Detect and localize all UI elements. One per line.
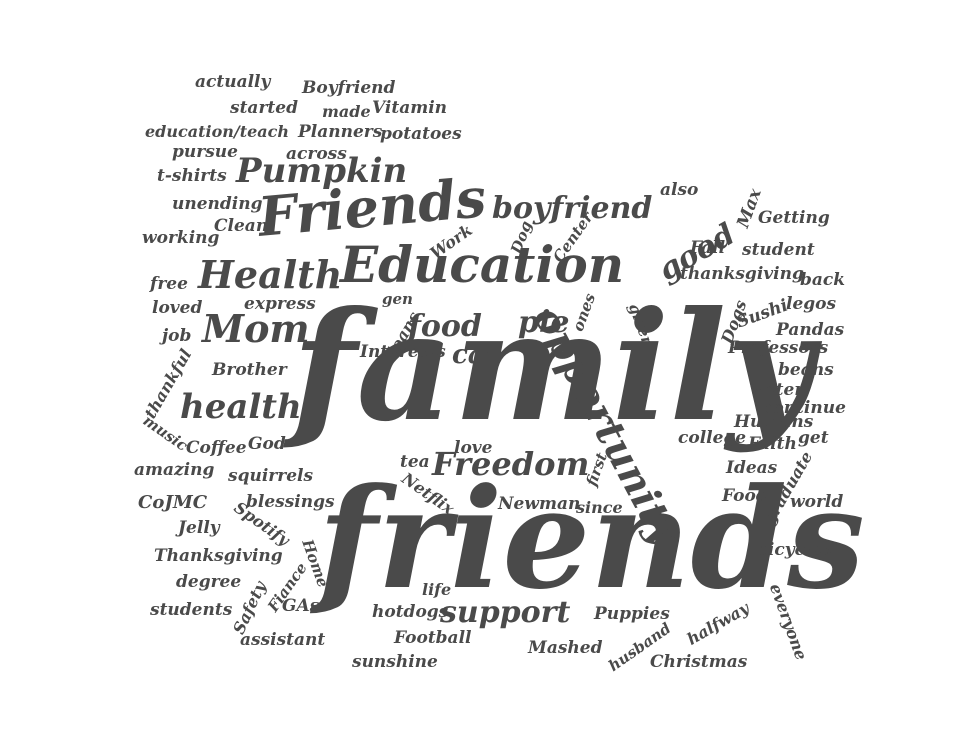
word-student: student (742, 240, 815, 260)
word-faith: Faith (748, 434, 797, 454)
word-mom: Mom (202, 306, 310, 351)
word-working: working (142, 228, 220, 248)
word-newman: Newman (498, 494, 581, 514)
word-thanksgiving-cap: Thanksgiving (154, 546, 283, 566)
word-blessings: blessings (246, 492, 335, 512)
word-assistant: assistant (240, 630, 326, 650)
word-education-teach: education/teach (145, 122, 290, 141)
word-brother: Brother (212, 360, 287, 380)
word-since: since (576, 498, 623, 517)
word-t-shirts: t-shirts (157, 166, 227, 186)
word-boyfriend: boyfriend (492, 191, 653, 226)
word-humans: Humans (734, 412, 814, 432)
word-water: water (750, 380, 804, 400)
word-across: across (286, 144, 347, 164)
word-back: back (800, 270, 846, 290)
word-amazing: amazing (134, 460, 215, 480)
word-coffee: Coffee (186, 438, 247, 458)
word-interests: Interests (360, 342, 446, 362)
word-made: made (322, 102, 371, 121)
word-mashed: Mashed (528, 638, 603, 658)
word-life: life (422, 580, 452, 599)
word-pandas: Pandas (776, 320, 845, 340)
word-get: get (798, 428, 829, 448)
word-express: express (244, 294, 316, 314)
word-gen: gen (382, 290, 413, 308)
word-pie: pie (518, 305, 570, 340)
word-sunshine: sunshine (352, 652, 438, 672)
word-potatoes: potatoes (380, 124, 462, 144)
word-christmas: Christmas (650, 652, 748, 672)
word-getting: Getting (758, 208, 830, 228)
word-football: Football (394, 628, 472, 648)
word-free: free (150, 274, 188, 294)
word-actually: actually (195, 72, 271, 92)
word-cojmc: CoJMC (138, 492, 208, 513)
word-hotdogs: hotdogs (372, 602, 449, 622)
word-food-cap: Food (722, 486, 768, 506)
word-gas: GAs (282, 596, 320, 616)
word-tea: tea (400, 452, 430, 472)
word-fall: Fall (690, 238, 726, 258)
word-friends: friends (318, 457, 865, 620)
word-clean: Clean (214, 216, 269, 236)
word-family: family (292, 279, 814, 455)
word-vitamin: Vitamin (372, 98, 448, 118)
word-health: health (180, 387, 302, 427)
word-food: food (408, 309, 482, 344)
word-world: world (790, 492, 844, 512)
word-professors: Professors (728, 338, 829, 358)
word-job: job (162, 326, 192, 346)
word-health-cap: Health (198, 252, 343, 297)
word-love: love (454, 438, 493, 458)
word-boyfriend-cap: Boyfriend (302, 78, 396, 98)
word-degree: degree (176, 572, 242, 592)
word-god: God (248, 434, 286, 454)
word-thanksgiving-lc: thanksgiving (680, 264, 804, 284)
word-beans: beans (778, 360, 834, 380)
word-jelly: Jelly (178, 518, 220, 538)
word-pursue: pursue (172, 142, 238, 162)
word-support: support (440, 595, 571, 630)
word-college: college (678, 428, 747, 448)
word-loved: loved (152, 298, 203, 318)
word-legos: legos (786, 294, 837, 314)
word-also: also (660, 180, 699, 200)
word-started: started (230, 98, 298, 118)
word-squirrels: squirrels (228, 466, 314, 486)
word-planners: Planners (298, 122, 383, 142)
word-freedom: Freedom (432, 445, 590, 483)
word-continue: continue (762, 398, 846, 418)
word-puppies: Puppies (594, 604, 670, 624)
word-unending: unending (172, 194, 263, 214)
word-cat: cat (452, 340, 497, 370)
word-students: students (150, 600, 233, 620)
word-bicycles: bicycles (756, 540, 832, 560)
word-pumpkin: Pumpkin (236, 151, 408, 191)
word-education: Education (340, 235, 625, 294)
word-ideas: Ideas (726, 458, 778, 478)
